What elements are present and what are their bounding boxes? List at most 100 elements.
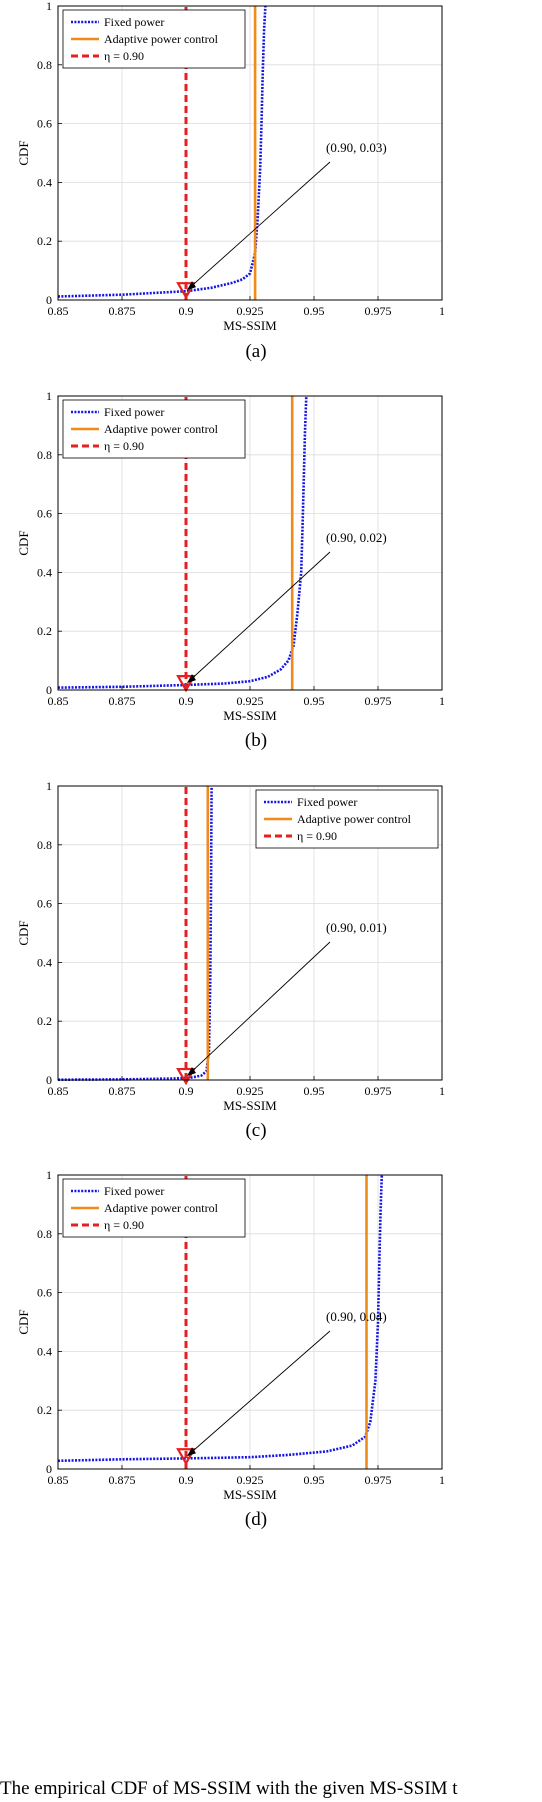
- y-tick-label: 0.2: [37, 234, 52, 248]
- panel-label: (c): [245, 1120, 266, 1141]
- x-tick-label: 0.875: [109, 304, 136, 318]
- x-tick-label: 0.975: [365, 1473, 392, 1487]
- annotation-label: (0.90, 0.01): [326, 920, 387, 935]
- plot-frame: [57, 395, 443, 691]
- y-axis-label: CDF: [16, 1309, 31, 1334]
- x-tick-label: 0.875: [109, 1473, 136, 1487]
- x-tick-label: 0.9: [179, 694, 194, 708]
- x-axis-label: MS-SSIM: [223, 1098, 277, 1113]
- legend: Fixed power Adaptive power control η = 0.9…: [255, 789, 439, 849]
- y-tick-label: 0: [46, 1462, 52, 1476]
- x-tick-label: 0.85: [48, 1473, 69, 1487]
- chart-panel-4: 0.85 0.875 0.9 0.925 0.95 0.975 1 0 0.2 0.4 0.6 0.8…: [16, 1168, 445, 1530]
- y-tick-label: 0: [46, 1073, 52, 1087]
- x-tick-label: 0.925: [237, 304, 264, 318]
- y-tick-label: 0.6: [37, 897, 52, 911]
- panel-label: (a): [245, 341, 266, 362]
- legend: Fixed power Adaptive power control η = 0.9…: [62, 1178, 246, 1238]
- y-tick-label: 0.4: [37, 1344, 52, 1358]
- series-line-dotted: [57, 1174, 384, 1463]
- y-tick-label: 0.6: [37, 117, 52, 131]
- annotation-arrowhead: [187, 1447, 196, 1457]
- panel-label: (d): [245, 1509, 267, 1530]
- y-tick-label: 1: [46, 1168, 52, 1182]
- chart-panel-1: 0.85 0.875 0.9 0.925 0.95 0.975 1 0 0.2 0.4 0.6 0.8…: [16, 0, 445, 362]
- legend-label: Adaptive power control: [297, 812, 412, 826]
- x-tick-label: 0.925: [237, 1473, 264, 1487]
- annotation-label: (0.90, 0.04): [326, 1309, 387, 1324]
- legend-label: η = 0.90: [104, 439, 144, 453]
- legend-label: Fixed power: [104, 15, 164, 29]
- annotation-arrowhead: [187, 674, 196, 684]
- y-tick-label: 0.2: [37, 624, 52, 638]
- y-tick-label: 0.6: [37, 1286, 52, 1300]
- y-axis-label: CDF: [16, 530, 31, 555]
- x-axis-label: MS-SSIM: [223, 708, 277, 723]
- x-tick-label: 0.95: [304, 694, 325, 708]
- series-line-dotted: [57, 395, 308, 689]
- y-tick-label: 0: [46, 683, 52, 697]
- legend: Fixed power Adaptive power control η = 0.9…: [62, 9, 246, 69]
- chart-panel-3: 0.85 0.875 0.9 0.925 0.95 0.975 1 0 0.2 0.4 0.6 0.8…: [16, 779, 445, 1141]
- panel-label: (b): [245, 730, 267, 751]
- threshold-marker: [176, 675, 196, 693]
- legend: Fixed power Adaptive power control η = 0.9…: [62, 399, 246, 459]
- annotation-arrow: [187, 161, 331, 290]
- annotation-label: (0.90, 0.02): [326, 530, 387, 545]
- x-tick-label: 1: [439, 694, 445, 708]
- y-tick-label: 0.8: [37, 58, 52, 72]
- y-tick-label: 0.8: [37, 838, 52, 852]
- annotation-arrow: [187, 941, 331, 1076]
- x-tick-label: 0.925: [237, 694, 264, 708]
- legend-label: Adaptive power control: [104, 422, 219, 436]
- x-tick-label: 0.925: [237, 1084, 264, 1098]
- x-tick-label: 0.975: [365, 304, 392, 318]
- x-tick-label: 0.85: [48, 694, 69, 708]
- x-tick-label: 1: [439, 1084, 445, 1098]
- x-tick-label: 0.875: [109, 1084, 136, 1098]
- y-tick-label: 0.4: [37, 565, 52, 579]
- x-tick-label: 0.95: [304, 1473, 325, 1487]
- y-tick-label: 0.2: [37, 1403, 52, 1417]
- legend-label: η = 0.90: [297, 829, 337, 843]
- x-tick-label: 0.9: [179, 1473, 194, 1487]
- x-axis-label: MS-SSIM: [223, 318, 277, 333]
- x-tick-label: 0.95: [304, 304, 325, 318]
- y-tick-label: 0: [46, 293, 52, 307]
- legend-label: Fixed power: [104, 1184, 164, 1198]
- annotation-arrow: [187, 1330, 331, 1456]
- annotation-arrow: [187, 551, 331, 683]
- y-tick-label: 0.4: [37, 955, 52, 969]
- figure-caption: The empirical CDF of MS-SSIM with the gi…: [0, 1778, 458, 1799]
- plot-frame: [57, 1174, 443, 1470]
- threshold-marker: [176, 282, 196, 300]
- y-tick-label: 0.2: [37, 1014, 52, 1028]
- x-tick-label: 0.975: [365, 694, 392, 708]
- y-axis-label: CDF: [16, 140, 31, 165]
- x-tick-label: 0.875: [109, 694, 136, 708]
- legend-label: Fixed power: [104, 405, 164, 419]
- y-tick-label: 1: [46, 0, 52, 13]
- annotation-arrowhead: [187, 281, 196, 291]
- plot-frame: [57, 785, 443, 1081]
- legend-label: Adaptive power control: [104, 32, 219, 46]
- legend-label: Adaptive power control: [104, 1201, 219, 1215]
- annotation-label: (0.90, 0.03): [326, 140, 387, 155]
- legend-label: Fixed power: [297, 795, 357, 809]
- x-tick-label: 1: [439, 1473, 445, 1487]
- x-tick-label: 0.975: [365, 1084, 392, 1098]
- y-axis-label: CDF: [16, 920, 31, 945]
- series-line-dotted: [57, 785, 213, 1081]
- x-tick-label: 0.95: [304, 1084, 325, 1098]
- legend-label: η = 0.90: [104, 1218, 144, 1232]
- y-tick-label: 0.8: [37, 1227, 52, 1241]
- y-tick-label: 0.6: [37, 507, 52, 521]
- x-tick-label: 1: [439, 304, 445, 318]
- y-tick-label: 1: [46, 389, 52, 403]
- threshold-marker: [176, 1067, 196, 1086]
- annotation-arrowhead: [187, 1067, 196, 1077]
- threshold-marker: [176, 1448, 196, 1466]
- y-tick-label: 0.4: [37, 175, 52, 189]
- x-tick-label: 0.85: [48, 304, 69, 318]
